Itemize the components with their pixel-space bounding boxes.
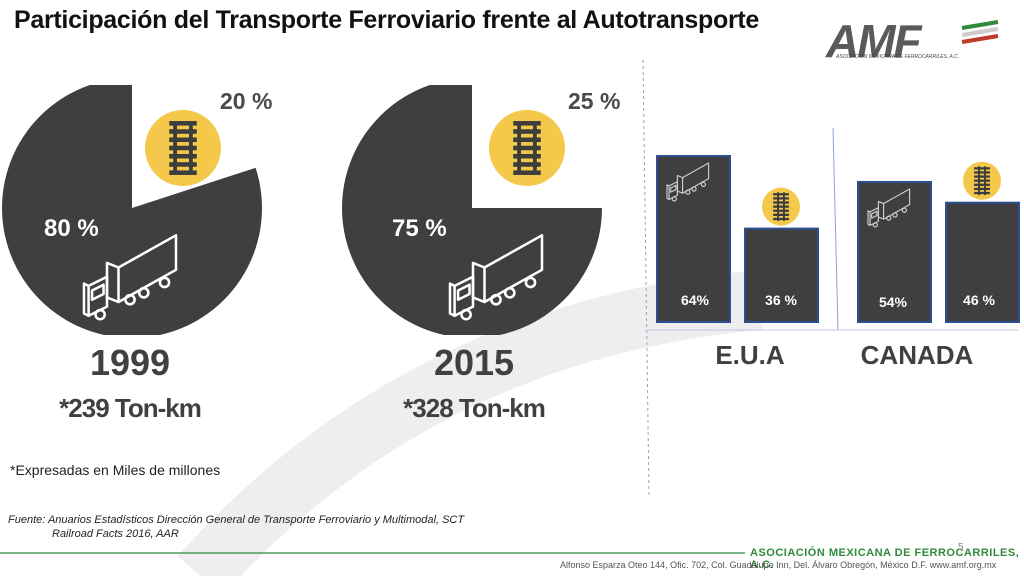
- pie-chart-2015: [342, 85, 602, 335]
- pie-2015-rail-label: 25 %: [568, 88, 621, 114]
- tons-2015: *328 Ton-km: [403, 393, 546, 423]
- canada-truck-value: 54%: [878, 294, 908, 310]
- rail-track-icon: [145, 110, 221, 186]
- usa-rail-value: 36 %: [765, 292, 797, 308]
- footer-organization: ASOCIACIÓN MEXICANA DE FERROCARRILES, A.…: [750, 547, 1020, 571]
- year-2015: 2015: [433, 342, 515, 383]
- year-1999: 1999: [89, 342, 171, 383]
- source-line-1: Fuente: Anuarios Estadísticos Dirección …: [8, 514, 465, 526]
- pie-1999-truck-label: 80 %: [44, 215, 99, 242]
- footer-address: Alfonso Esparza Oteo 144, Ofic. 702, Col…: [560, 560, 997, 570]
- footer-rule: [0, 552, 745, 554]
- canada-truck-bar: [857, 180, 932, 323]
- truck-icon: [867, 188, 911, 228]
- rail-track-icon: [963, 161, 1001, 200]
- usa-truck-bar: [656, 155, 731, 323]
- usa-rail-bar: [744, 227, 819, 323]
- source-line-2: Railroad Facts 2016, AAR: [52, 528, 179, 540]
- amf-logo-text: AMF: [826, 15, 922, 67]
- pie-slice-truck: [2, 85, 262, 335]
- pie-2015-truck-label: 75 %: [392, 215, 447, 242]
- rail-track-icon: [762, 187, 800, 226]
- usa-truck-value: 64%: [680, 292, 710, 308]
- canada-rail-value: 46 %: [963, 292, 995, 308]
- logo-flag-stripes-icon: [961, 20, 999, 44]
- tons-1999: *239 Ton-km: [59, 393, 202, 423]
- country-usa: E.U.A: [715, 340, 785, 370]
- pie-1999-rail-label: 20 %: [220, 88, 273, 114]
- pie-chart-1999: [2, 85, 262, 335]
- country-canada: CANADA: [860, 340, 974, 370]
- truck-icon: [448, 234, 544, 321]
- rail-track-icon: [489, 110, 565, 186]
- page-number: 5: [958, 542, 964, 553]
- truck-icon: [82, 234, 178, 321]
- truck-icon: [666, 162, 710, 202]
- bar-charts: [656, 155, 1020, 323]
- amf-logo-subtitle: ASOCIACIÓN MEXICANA DE FERROCARRILES, A.…: [836, 54, 960, 60]
- canada-rail-bar: [945, 201, 1020, 323]
- units-note: *Expresadas en Miles de millones: [10, 462, 221, 478]
- page-title: Participación del Transporte Ferroviario…: [14, 6, 760, 34]
